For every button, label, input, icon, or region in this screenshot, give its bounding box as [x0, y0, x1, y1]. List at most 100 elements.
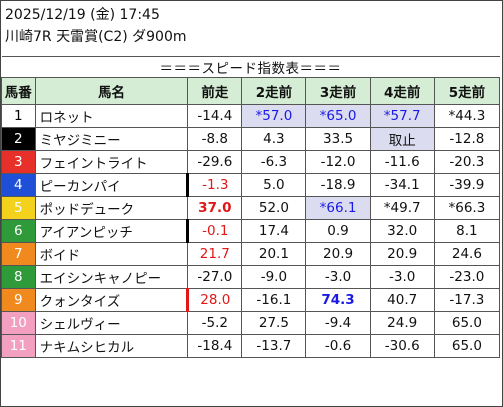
column-header-3-races-ago: 3走前	[305, 77, 371, 105]
table-row: 6 アイアンピッチ -0.1 17.4 0.9 32.0 8.1	[1, 219, 501, 243]
speed-index-cell: 8.1	[433, 219, 501, 243]
speed-index-cell: *57.7	[369, 104, 435, 128]
speed-index-cell: -5.2	[187, 311, 243, 335]
speed-index-cell: -13.7	[241, 334, 307, 358]
horse-name: フェイントライト	[34, 150, 189, 174]
speed-index-cell: -34.1	[369, 173, 435, 197]
race-info-label: 川崎7R 天雷賞(C2) ダ900m	[5, 29, 187, 45]
speed-index-cell: 52.0	[241, 196, 307, 220]
column-header-5-races-ago: 5走前	[433, 77, 501, 105]
horse-number: 9	[1, 288, 36, 312]
speed-index-cell: -12.8	[433, 127, 501, 151]
speed-index-cell: 5.0	[241, 173, 307, 197]
speed-index-cell: 27.5	[241, 311, 307, 335]
speed-index-cell: -14.4	[187, 104, 243, 128]
speed-index-cell: -3.0	[305, 265, 371, 289]
speed-index-cell: 65.0	[433, 311, 501, 335]
table-row: 9 クォンタイズ 28.0 -16.1 74.3 40.7 -17.3	[1, 288, 501, 312]
speed-index-cell: *65.0	[305, 104, 371, 128]
column-header-horse-name: 馬名	[34, 77, 189, 105]
column-header-umaban: 馬番	[1, 77, 36, 105]
horse-name: シェルヴィー	[34, 311, 189, 335]
speed-index-cell: 33.5	[305, 127, 371, 151]
column-header-4-races-ago: 4走前	[369, 77, 435, 105]
speed-index-cell: -11.6	[369, 150, 435, 174]
speed-index-cell: 28.0	[186, 288, 243, 312]
horse-name: ボイド	[34, 242, 189, 266]
column-header-2-races-ago: 2走前	[241, 77, 307, 105]
speed-index-cell: 20.9	[305, 242, 371, 266]
speed-index-cell: -29.6	[187, 150, 243, 174]
speed-index-cell: 32.0	[369, 219, 435, 243]
horse-name: ポッドデューク	[34, 196, 189, 220]
horse-number: 10	[1, 311, 36, 335]
table-row: 7 ボイド 21.7 20.1 20.9 20.9 24.6	[1, 242, 501, 266]
horse-number: 4	[1, 173, 36, 197]
table-title: ＝＝＝スピード指数表＝＝＝	[1, 56, 500, 78]
horse-number: 2	[1, 127, 36, 151]
speed-index-cell: -20.3	[433, 150, 501, 174]
horse-number: 3	[1, 150, 36, 174]
speed-index-cell: *44.3	[433, 104, 501, 128]
speed-index-cell: 21.7	[187, 242, 243, 266]
horse-number: 5	[1, 196, 36, 220]
speed-index-cell: 37.0	[187, 196, 243, 220]
speed-index-cell: -16.1	[241, 288, 307, 312]
column-header-row: 馬番 馬名 前走 2走前 3走前 4走前 5走前	[1, 77, 501, 105]
speed-index-cell: 17.4	[241, 219, 307, 243]
table-row: 3 フェイントライト -29.6 -6.3 -12.0 -11.6 -20.3	[1, 150, 501, 174]
speed-index-cell: -0.6	[305, 334, 371, 358]
speed-index-cell: 74.3	[305, 288, 371, 312]
speed-index-cell: 24.9	[369, 311, 435, 335]
speed-index-cell: *57.0	[241, 104, 307, 128]
speed-index-cell: -6.3	[241, 150, 307, 174]
speed-index-cell: -17.3	[433, 288, 501, 312]
horse-number: 1	[1, 104, 36, 128]
speed-index-cell: *66.1	[305, 196, 371, 220]
speed-index-cell: 20.9	[369, 242, 435, 266]
speed-index-cell: -0.1	[186, 219, 243, 243]
speed-index-cell: -12.0	[305, 150, 371, 174]
speed-index-cell: 24.6	[433, 242, 501, 266]
speed-index-cell: -18.9	[305, 173, 371, 197]
speed-index-cell: -9.4	[305, 311, 371, 335]
speed-index-cell: -30.6	[369, 334, 435, 358]
speed-index-cell: *49.7	[369, 196, 435, 220]
horse-number: 6	[1, 219, 36, 243]
table-row: 1 ロネット -14.4 *57.0 *65.0 *57.7 *44.3	[1, 104, 501, 128]
horse-name: アイアンピッチ	[34, 219, 189, 243]
speed-index-cell: -1.3	[186, 173, 243, 197]
speed-index-cell: -23.0	[433, 265, 501, 289]
horse-number: 11	[1, 334, 36, 358]
horse-number: 8	[1, 265, 36, 289]
speed-index-cell: 20.1	[241, 242, 307, 266]
horse-number: 7	[1, 242, 36, 266]
speed-index-cell: 取止	[369, 127, 435, 151]
horse-name: ナキムシヒカル	[34, 334, 189, 358]
speed-index-cell: 65.0	[433, 334, 501, 358]
horse-name: エイシンキャノピー	[34, 265, 189, 289]
speed-index-cell: 40.7	[369, 288, 435, 312]
column-header-last-race: 前走	[187, 77, 243, 105]
table-row: 2 ミヤジミニー -8.8 4.3 33.5 取止 -12.8	[1, 127, 501, 151]
horse-name: ロネット	[34, 104, 189, 128]
table-row: 8 エイシンキャノピー -27.0 -9.0 -3.0 -3.0 -23.0	[1, 265, 501, 289]
table-row: 5 ポッドデューク 37.0 52.0 *66.1 *49.7 *66.3	[1, 196, 501, 220]
speed-index-cell: 0.9	[305, 219, 371, 243]
table-row: 4 ピーカンパイ -1.3 5.0 -18.9 -34.1 -39.9	[1, 173, 501, 197]
speed-index-cell: *66.3	[433, 196, 501, 220]
speed-index-cell: -9.0	[241, 265, 307, 289]
speed-index-table: ＝＝＝スピード指数表＝＝＝ 馬番 馬名 前走 2走前 3走前 4走前 5走前 1…	[1, 56, 501, 358]
speed-index-cell: -8.8	[187, 127, 243, 151]
speed-index-cell: 4.3	[241, 127, 307, 151]
speed-index-cell: -18.4	[187, 334, 243, 358]
datetime-label: 2025/12/19 (金) 17:45	[5, 7, 160, 23]
table-row: 11 ナキムシヒカル -18.4 -13.7 -0.6 -30.6 65.0	[1, 334, 501, 358]
horse-name: クォンタイズ	[34, 288, 189, 312]
horse-name: ピーカンパイ	[34, 173, 189, 197]
speed-index-cell: -27.0	[187, 265, 243, 289]
speed-index-cell: -3.0	[369, 265, 435, 289]
speed-index-cell: -39.9	[433, 173, 501, 197]
horse-name: ミヤジミニー	[34, 127, 189, 151]
table-row: 10 シェルヴィー -5.2 27.5 -9.4 24.9 65.0	[1, 311, 501, 335]
